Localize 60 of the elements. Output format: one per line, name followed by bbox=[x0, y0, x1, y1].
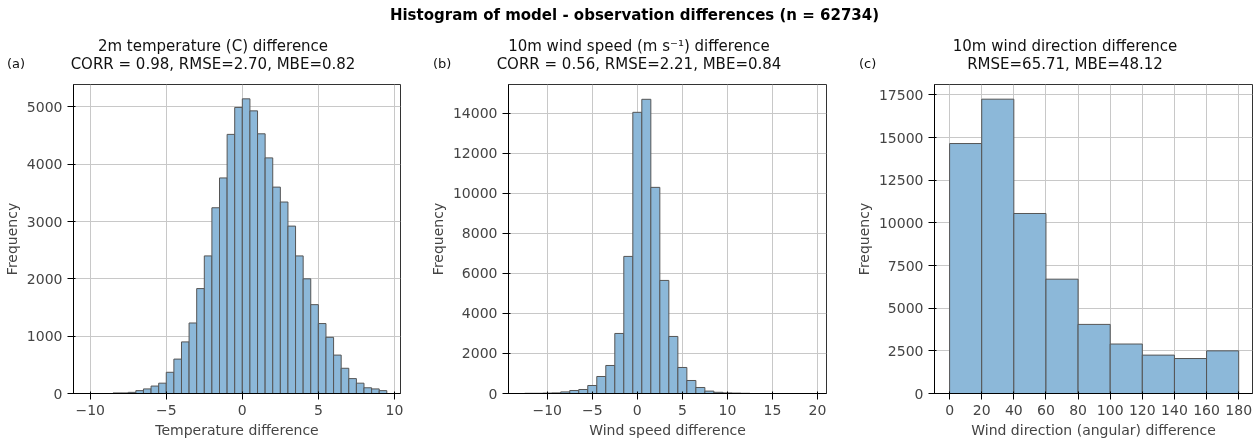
x-tick-label: 120 bbox=[1128, 401, 1156, 418]
y-tick-label: 12500 bbox=[878, 172, 924, 189]
chart-subtitle: RMSE=65.71, MBE=48.12 bbox=[967, 55, 1163, 73]
y-tick-label: 12000 bbox=[452, 145, 498, 162]
x-tick-label: 10 bbox=[718, 401, 737, 418]
x-tick-label: 20 bbox=[972, 401, 991, 418]
y-tick-label: 6000 bbox=[461, 265, 498, 282]
x-tick-label: 100 bbox=[1096, 401, 1124, 418]
chart-title: 10m wind speed (m s⁻¹) difference bbox=[507, 37, 771, 55]
y-tick-label: 2000 bbox=[461, 345, 498, 362]
y-tick-label: 7500 bbox=[887, 257, 924, 274]
y-axis-title: Frequency bbox=[429, 202, 446, 276]
x-tick-label: 5 bbox=[677, 401, 687, 418]
x-tick-label: 80 bbox=[1069, 401, 1087, 418]
y-tick-label: 3000 bbox=[26, 213, 63, 230]
text: (c) bbox=[859, 55, 877, 73]
text: (a) bbox=[7, 55, 26, 73]
y-axis-title: Frequency bbox=[3, 202, 20, 276]
x-tick-label: −5 bbox=[155, 401, 177, 418]
y-tick-label: 0 bbox=[914, 385, 924, 402]
y-tick-label: 0 bbox=[488, 385, 498, 402]
chart-title: 10m wind direction difference bbox=[951, 37, 1179, 55]
y-tick-label: 14000 bbox=[452, 105, 498, 122]
chart-subtitle: CORR = 0.98, RMSE=2.70, MBE=0.82 bbox=[70, 55, 356, 73]
y-tick-label: 10000 bbox=[878, 214, 924, 231]
y-tick-label: 17500 bbox=[878, 86, 924, 103]
x-tick-label: 180 bbox=[1225, 401, 1253, 418]
y-tick-label: 2000 bbox=[26, 270, 63, 287]
y-axis-title: Frequency bbox=[855, 202, 872, 276]
x-tick-label: 40 bbox=[1004, 401, 1023, 418]
x-tick-label: −10 bbox=[75, 401, 105, 418]
y-tick-label: 0 bbox=[53, 385, 63, 402]
chart-subtitle: CORR = 0.56, RMSE=2.21, MBE=0.84 bbox=[496, 55, 782, 73]
x-tick-label: 10 bbox=[385, 401, 404, 418]
y-tick-label: 10000 bbox=[452, 185, 498, 202]
x-tick-label: 0 bbox=[237, 401, 247, 418]
y-tick-label: 2500 bbox=[887, 342, 924, 359]
x-tick-label: 160 bbox=[1193, 401, 1220, 418]
x-axis-title: Wind speed difference bbox=[589, 421, 746, 438]
y-tick-label: 8000 bbox=[461, 225, 498, 242]
y-tick-label: 4000 bbox=[461, 305, 498, 322]
y-tick-label: 5000 bbox=[887, 300, 924, 317]
x-tick-label: 15 bbox=[763, 401, 782, 418]
y-tick-label: 4000 bbox=[26, 156, 63, 173]
x-tick-label: 5 bbox=[313, 401, 323, 418]
chart-title: 2m temperature (C) difference bbox=[96, 37, 330, 55]
text: (b) bbox=[433, 55, 452, 73]
x-tick-label: 0 bbox=[632, 401, 642, 418]
y-tick-label: 15000 bbox=[878, 129, 924, 146]
x-tick-label: 0 bbox=[945, 401, 955, 418]
x-tick-label: 60 bbox=[1037, 401, 1055, 418]
x-axis-title: Temperature difference bbox=[154, 421, 319, 438]
x-axis-title: Wind direction (angular) difference bbox=[971, 421, 1216, 438]
text: Histogram of model - observation differences (n = 62734) bbox=[389, 5, 880, 26]
x-tick-label: −10 bbox=[532, 401, 563, 418]
y-tick-label: 1000 bbox=[26, 328, 63, 345]
y-tick-label: 5000 bbox=[26, 98, 63, 115]
x-tick-label: 140 bbox=[1161, 401, 1188, 418]
x-tick-label: −5 bbox=[581, 401, 603, 418]
x-tick-label: 20 bbox=[808, 401, 827, 418]
